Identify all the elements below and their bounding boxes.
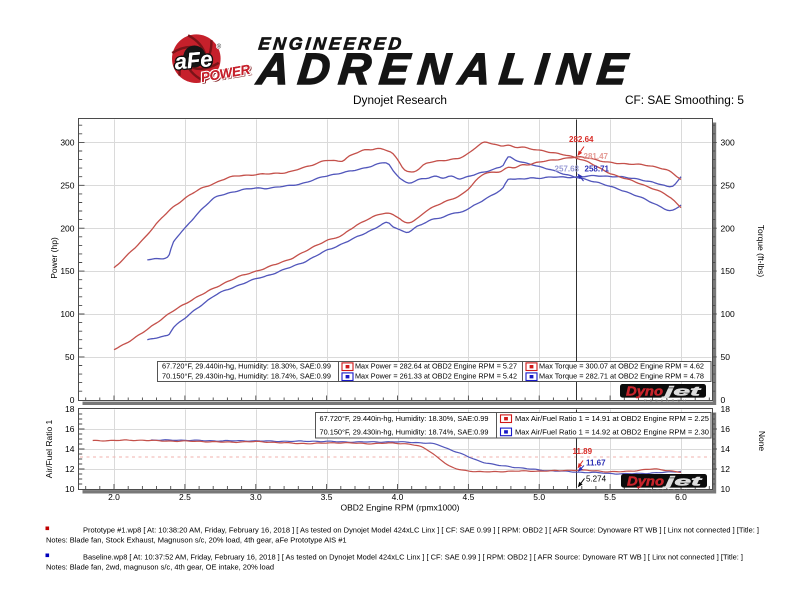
svg-text:5.274: 5.274: [586, 475, 607, 484]
svg-text:282.64: 282.64: [569, 135, 594, 144]
svg-text:jet: jet: [661, 473, 702, 488]
svg-text:10: 10: [721, 484, 731, 494]
svg-text:Dyno: Dyno: [627, 473, 664, 488]
svg-text:18: 18: [65, 404, 75, 414]
svg-text:250: 250: [721, 180, 735, 190]
svg-text:67.720°F, 29.440in-hg, Humidit: 67.720°F, 29.440in-hg, Humidity: 18.30%,…: [320, 414, 489, 423]
svg-text:Notes: Blade fan, Stock Exhaus: Notes: Blade fan, Stock Exhaust, Magnuso…: [46, 535, 347, 544]
svg-text:CF: SAE Smoothing: 5: CF: SAE Smoothing: 5: [625, 95, 744, 107]
svg-text:None: None: [757, 431, 767, 452]
svg-text:281.47: 281.47: [584, 152, 609, 161]
svg-text:70.150°F, 29.430in-hg, Humidit: 70.150°F, 29.430in-hg, Humidity: 18.74%,…: [320, 427, 489, 436]
svg-text:Prototype #1.wp8 [ At: 10:38:2: Prototype #1.wp8 [ At: 10:38:20 AM, Frid…: [83, 525, 759, 534]
svg-text:300: 300: [721, 138, 735, 148]
svg-text:100: 100: [60, 309, 74, 319]
svg-text:4.0: 4.0: [392, 492, 404, 502]
svg-text:Notes: Blade fan, 2wd, magnuso: Notes: Blade fan, 2wd, magnuson s/c, 4th…: [46, 562, 274, 571]
svg-text:200: 200: [60, 223, 74, 233]
svg-text:6.0: 6.0: [675, 492, 687, 502]
svg-text:RESEARCH: RESEARCH: [645, 488, 690, 492]
svg-text:Torque (ft-lbs): Torque (ft-lbs): [756, 225, 766, 278]
svg-text:257.68: 257.68: [555, 165, 580, 174]
svg-text:12: 12: [721, 464, 731, 474]
svg-text:50: 50: [65, 352, 75, 362]
svg-text:12: 12: [65, 464, 75, 474]
svg-text:Max Torque = 282.71 at OBD2 En: Max Torque = 282.71 at OBD2 Engine RPM =…: [539, 372, 704, 381]
svg-text:70.150°F, 29.430in-hg, Humidit: 70.150°F, 29.430in-hg, Humidity: 18.74%,…: [162, 372, 331, 381]
svg-text:RESEARCH: RESEARCH: [644, 398, 689, 402]
svg-text:OBD2 Engine RPM (rpmx1000): OBD2 Engine RPM (rpmx1000): [340, 503, 459, 513]
svg-text:Max Torque = 300.07 at OBD2 En: Max Torque = 300.07 at OBD2 Engine RPM =…: [539, 362, 704, 371]
svg-text:11.67: 11.67: [586, 458, 606, 467]
svg-text:100: 100: [721, 309, 735, 319]
svg-text:aFe: aFe: [173, 46, 213, 74]
svg-text:ENGINEERED: ENGINEERED: [258, 34, 406, 54]
svg-text:®: ®: [217, 44, 222, 51]
svg-text:Power (hp): Power (hp): [49, 237, 59, 279]
svg-text:18: 18: [721, 404, 731, 414]
svg-text:14: 14: [65, 444, 75, 454]
svg-text:jet: jet: [660, 383, 701, 398]
svg-text:Max Power = 261.33 at OBD2 Eng: Max Power = 261.33 at OBD2 Engine RPM = …: [355, 372, 517, 381]
svg-text:Max Air/Fuel Ratio 1 = 14.91 a: Max Air/Fuel Ratio 1 = 14.91 at OBD2 Eng…: [515, 414, 709, 423]
svg-text:Dynojet Research: Dynojet Research: [353, 95, 447, 107]
svg-text:ENGINEERED: ENGINEERED: [258, 34, 406, 54]
svg-text:150: 150: [721, 266, 735, 276]
svg-text:5.5: 5.5: [604, 492, 616, 502]
svg-text:3.5: 3.5: [321, 492, 333, 502]
svg-text:Max Power = 282.64 at OBD2 Eng: Max Power = 282.64 at OBD2 Engine RPM = …: [355, 362, 517, 371]
svg-text:50: 50: [721, 352, 731, 362]
svg-text:258.71: 258.71: [585, 164, 610, 173]
svg-text:ADRENALINE: ADRENALINE: [254, 45, 639, 94]
svg-text:2.0: 2.0: [108, 492, 120, 502]
svg-text:3.0: 3.0: [250, 492, 262, 502]
svg-text:Dyno: Dyno: [626, 383, 663, 398]
svg-text:2.5: 2.5: [179, 492, 191, 502]
svg-text:16: 16: [721, 424, 731, 434]
svg-text:Baseline.wp8 [ At: 10:37:52 AM: Baseline.wp8 [ At: 10:37:52 AM, Friday, …: [83, 552, 743, 561]
svg-text:ADRENALINE: ADRENALINE: [254, 45, 639, 94]
svg-text:4.5: 4.5: [462, 492, 474, 502]
svg-text:5.0: 5.0: [533, 492, 545, 502]
svg-text:11.89: 11.89: [573, 447, 593, 456]
svg-text:Air/Fuel Ratio 1: Air/Fuel Ratio 1: [44, 419, 54, 478]
svg-text:aFe: aFe: [173, 46, 213, 74]
svg-text:250: 250: [60, 180, 74, 190]
svg-text:0: 0: [70, 395, 75, 405]
svg-text:300: 300: [60, 138, 74, 148]
svg-text:0: 0: [721, 395, 726, 405]
svg-text:150: 150: [60, 266, 74, 276]
svg-text:Max Air/Fuel Ratio 1 = 14.92 a: Max Air/Fuel Ratio 1 = 14.92 at OBD2 Eng…: [515, 427, 709, 436]
svg-text:14: 14: [721, 444, 731, 454]
svg-text:10: 10: [65, 484, 75, 494]
svg-text:67.720°F, 29.440in-hg, Humidit: 67.720°F, 29.440in-hg, Humidity: 18.30%,…: [162, 362, 331, 371]
svg-text:16: 16: [65, 424, 75, 434]
svg-text:200: 200: [721, 223, 735, 233]
